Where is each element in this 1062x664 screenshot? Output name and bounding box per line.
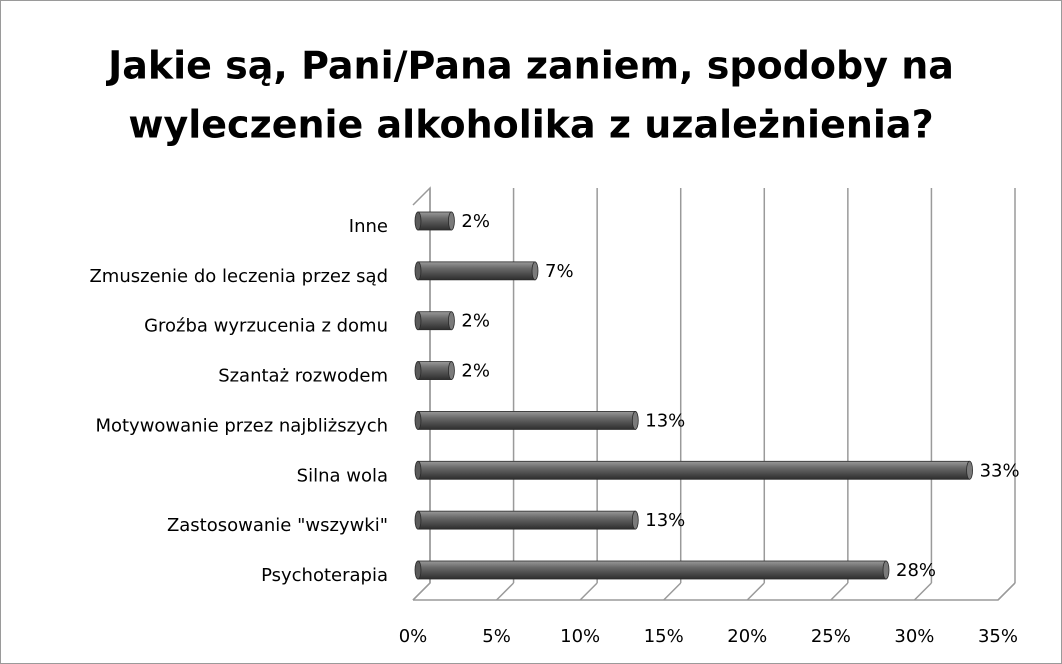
value-label: 13% xyxy=(645,410,685,431)
bar xyxy=(417,361,452,380)
grid-line-depth xyxy=(913,582,932,601)
value-label: 7% xyxy=(545,261,574,282)
bar xyxy=(417,411,636,430)
grid-line-depth xyxy=(663,582,682,601)
grid-line-depth xyxy=(579,582,598,601)
bar-cap xyxy=(448,211,455,231)
y-tick-label: Psychoterapia xyxy=(261,565,388,586)
bar-cap xyxy=(631,510,639,530)
y-tick-label: Inne xyxy=(349,216,388,237)
x-tick-label: 5% xyxy=(482,626,511,647)
x-tick-label: 0% xyxy=(399,626,428,647)
value-label: 13% xyxy=(645,510,685,531)
y-tick-label: Zastosowanie "wszywki" xyxy=(167,515,388,536)
grid-line-depth xyxy=(830,582,849,601)
bar-cap xyxy=(414,361,422,380)
chart-title: wyleczenie alkoholika z uzależnienia? xyxy=(128,103,933,147)
bar xyxy=(417,311,452,331)
bar xyxy=(417,261,536,281)
bar-cap xyxy=(448,361,455,380)
bar xyxy=(417,510,636,530)
bar-cap xyxy=(448,311,455,331)
value-label: 28% xyxy=(896,560,936,581)
value-label: 33% xyxy=(980,460,1020,481)
x-tick-label: 30% xyxy=(894,626,934,647)
y-tick-label: Motywowanie przez najbliższych xyxy=(95,415,388,436)
bar-cap xyxy=(414,311,422,331)
bar-cap xyxy=(414,411,422,430)
y-tick-label: Szantaż rozwodem xyxy=(218,366,388,387)
bar-cap xyxy=(882,560,890,580)
bar xyxy=(417,560,887,580)
bar-cap xyxy=(414,211,422,231)
bar-cap xyxy=(414,510,422,530)
bar-cap xyxy=(531,261,539,281)
x-tick-label: 15% xyxy=(644,626,684,647)
bar-cap xyxy=(414,261,422,281)
x-tick-label: 20% xyxy=(727,626,767,647)
chart-title: Jakie są, Pani/Pana zaniem, spodoby na xyxy=(105,44,954,88)
value-label: 2% xyxy=(461,361,490,382)
value-label: 2% xyxy=(461,311,490,332)
y-tick-label: Silna wola xyxy=(297,465,388,486)
grid-line-depth xyxy=(496,582,515,601)
x-tick-label: 35% xyxy=(978,626,1018,647)
bar-cap xyxy=(414,560,422,580)
bar-cap xyxy=(966,460,973,480)
value-label: 2% xyxy=(461,211,490,232)
x-tick-label: 25% xyxy=(811,626,851,647)
grid-line-depth xyxy=(746,582,765,601)
bar-cap xyxy=(631,411,639,430)
grid-line-depth xyxy=(997,582,1016,601)
bar xyxy=(417,460,970,480)
y-tick-label: Groźba wyrzucenia z domu xyxy=(144,316,388,337)
y-tick-label: Zmuszenie do leczenia przez sąd xyxy=(89,266,388,287)
grid-line-depth xyxy=(412,582,431,601)
x-tick-label: 10% xyxy=(560,626,600,647)
bar-cap xyxy=(414,460,422,480)
bar xyxy=(417,211,452,231)
